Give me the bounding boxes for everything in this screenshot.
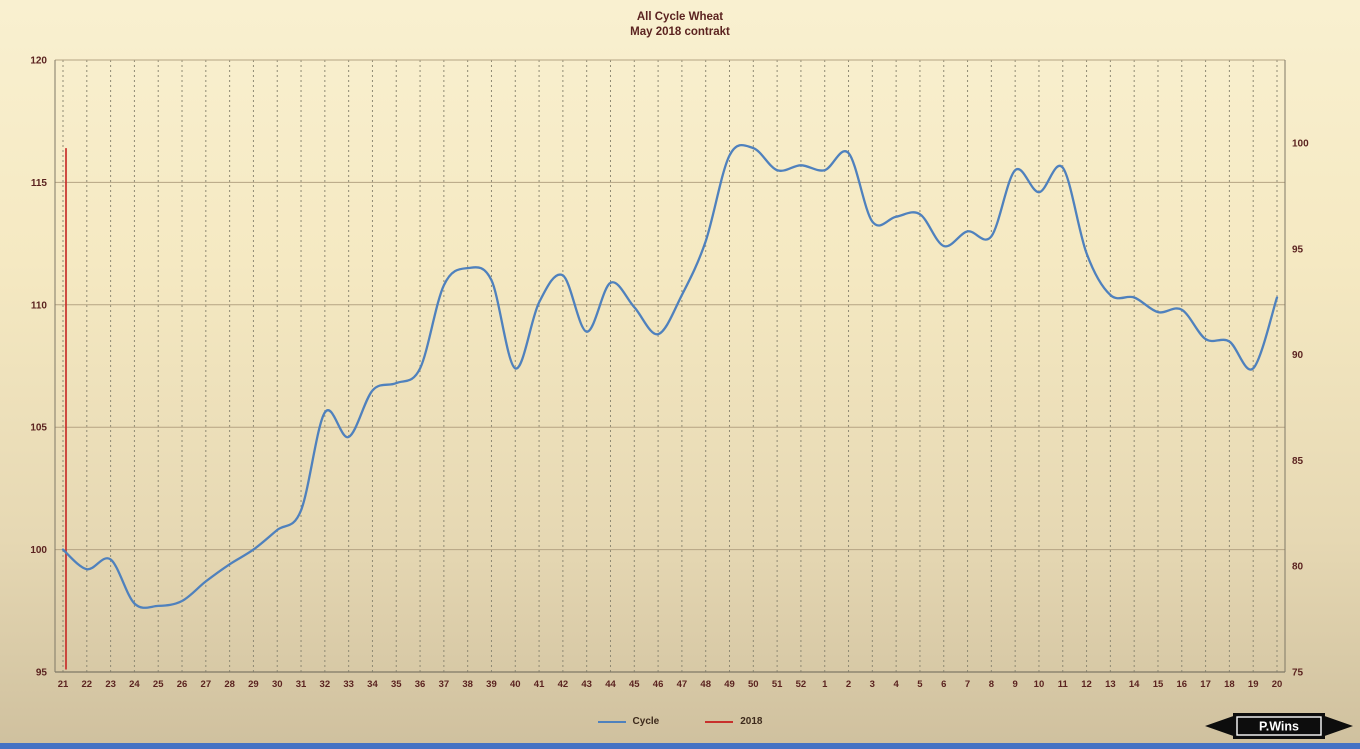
svg-text:38: 38 [462, 679, 473, 690]
horizontal-gridlines [55, 59, 1285, 551]
svg-text:40: 40 [510, 679, 521, 690]
svg-text:37: 37 [439, 679, 450, 690]
series-cycle-line [61, 143, 1279, 609]
svg-text:10: 10 [1034, 679, 1045, 690]
legend-item-cycle: Cycle [597, 716, 660, 727]
svg-text:24: 24 [129, 679, 140, 690]
svg-text:30: 30 [272, 679, 283, 690]
svg-text:16: 16 [1176, 679, 1187, 690]
svg-text:12: 12 [1081, 679, 1092, 690]
svg-text:115: 115 [31, 178, 48, 189]
svg-text:105: 105 [30, 423, 47, 434]
svg-text:43: 43 [581, 679, 592, 690]
svg-text:11: 11 [1058, 679, 1069, 690]
svg-text:14: 14 [1129, 679, 1140, 690]
svg-text:21: 21 [58, 679, 69, 690]
svg-text:100: 100 [1292, 139, 1309, 150]
svg-text:26: 26 [177, 679, 188, 690]
svg-text:8: 8 [989, 679, 994, 690]
svg-text:35: 35 [391, 679, 402, 690]
svg-text:1: 1 [822, 679, 828, 690]
svg-text:110: 110 [31, 300, 48, 311]
svg-text:75: 75 [1292, 668, 1304, 679]
legend-label-2018: 2018 [740, 716, 763, 727]
svg-text:36: 36 [415, 679, 426, 690]
svg-text:46: 46 [653, 679, 664, 690]
bottom-blue-strip [0, 743, 1360, 749]
svg-text:28: 28 [224, 679, 235, 690]
svg-text:49: 49 [724, 679, 735, 690]
vertical-gridlines [62, 60, 1278, 672]
x-axis-labels: 21 22 23 24 25 26 27 28 29 30 31 32 33 34 35 36 37 38 39 40… [58, 679, 1283, 690]
cycle-line-swatch [597, 720, 626, 723]
svg-text:32: 32 [320, 679, 331, 690]
left-axis-labels: 95 100 105 110 115 120 [30, 56, 47, 679]
year-line-swatch [705, 720, 734, 723]
svg-text:7: 7 [965, 679, 970, 690]
svg-text:25: 25 [153, 679, 164, 690]
svg-text:5: 5 [917, 679, 923, 690]
svg-text:4: 4 [893, 679, 899, 690]
svg-text:20: 20 [1272, 679, 1283, 690]
svg-text:100: 100 [30, 545, 47, 556]
svg-text:95: 95 [36, 668, 48, 679]
svg-text:17: 17 [1200, 679, 1211, 690]
svg-text:52: 52 [796, 679, 807, 690]
pwins-logo-ribbon: P.Wins [1205, 713, 1353, 739]
svg-text:3: 3 [870, 679, 875, 690]
svg-text:18: 18 [1224, 679, 1235, 690]
right-axis-labels: 75 80 85 90 95 100 [1292, 139, 1309, 679]
svg-text:85: 85 [1292, 456, 1304, 467]
svg-text:90: 90 [1292, 350, 1304, 361]
svg-text:47: 47 [677, 679, 688, 690]
svg-text:27: 27 [201, 679, 212, 690]
svg-text:15: 15 [1153, 679, 1164, 690]
svg-text:31: 31 [296, 679, 307, 690]
svg-text:50: 50 [748, 679, 759, 690]
chart-subtitle: May 2018 contrakt [630, 26, 730, 38]
pwins-logo-text: P.Wins [1259, 720, 1299, 734]
svg-text:13: 13 [1105, 679, 1116, 690]
pwins-logo: P.Wins [1204, 708, 1354, 749]
svg-text:2: 2 [846, 679, 851, 690]
svg-text:29: 29 [248, 679, 259, 690]
legend: Cycle 2018 [0, 716, 1360, 727]
legend-item-2018: 2018 [705, 716, 762, 727]
svg-text:45: 45 [629, 679, 640, 690]
svg-text:42: 42 [558, 679, 569, 690]
svg-text:39: 39 [486, 679, 497, 690]
svg-text:44: 44 [605, 679, 616, 690]
svg-text:34: 34 [367, 679, 378, 690]
chart-title-block: All Cycle Wheat May 2018 contrakt [0, 10, 1360, 40]
svg-text:80: 80 [1292, 562, 1304, 573]
svg-text:48: 48 [700, 679, 711, 690]
svg-text:120: 120 [30, 56, 47, 67]
chart-title: All Cycle Wheat [636, 11, 724, 23]
svg-text:33: 33 [343, 679, 354, 690]
svg-text:23: 23 [105, 679, 116, 690]
svg-text:9: 9 [1013, 679, 1018, 690]
svg-text:41: 41 [534, 679, 545, 690]
svg-text:19: 19 [1248, 679, 1259, 690]
svg-text:22: 22 [82, 679, 93, 690]
svg-text:51: 51 [772, 679, 783, 690]
svg-text:6: 6 [941, 679, 946, 690]
svg-text:95: 95 [1292, 244, 1304, 255]
legend-label-cycle: Cycle [632, 716, 660, 727]
